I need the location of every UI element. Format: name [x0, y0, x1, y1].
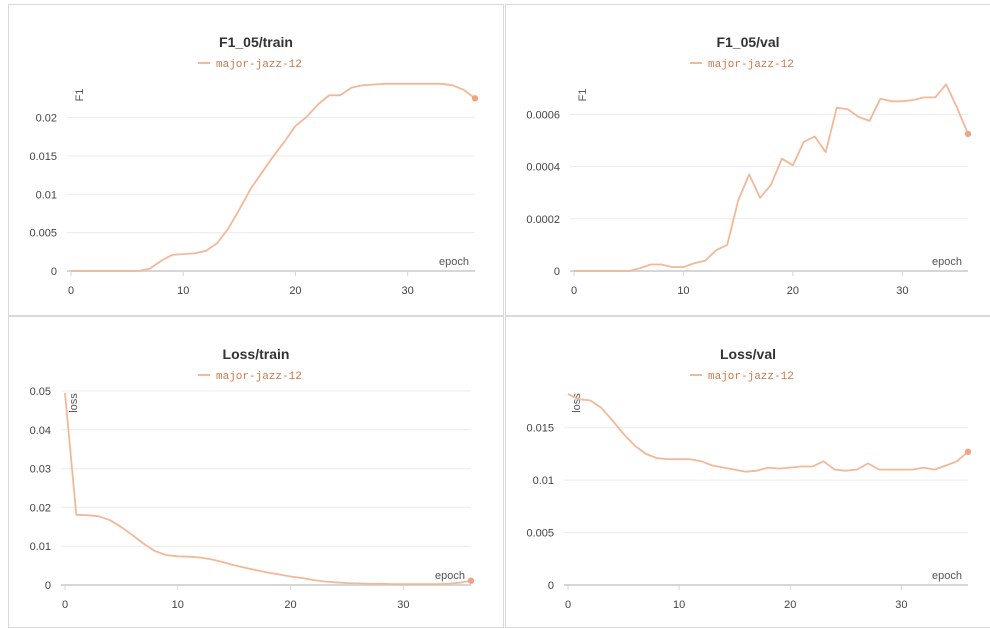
- y-tick-label: 0: [51, 266, 57, 278]
- x-tick-label: 30: [895, 599, 907, 611]
- x-tick-label: 20: [284, 599, 296, 611]
- chart-panel-loss-train: Loss/train major-jazz-12 0 0.01 0.02 0.03 0.04…: [8, 316, 504, 628]
- series-endpoint-marker: [467, 577, 475, 584]
- y-tick-label: 0.015: [29, 151, 57, 163]
- x-tick-label: 0: [571, 285, 577, 297]
- chart-svg: F1_05/train major-jazz-12 0 0.005 0.01 0.015 0…: [29, 34, 479, 297]
- y-tick-label: 0: [554, 266, 560, 278]
- x-tick-label: 20: [787, 285, 799, 297]
- series-line-major-jazz-12: [567, 393, 969, 473]
- y-tick-label: 0: [548, 580, 554, 592]
- chart-title: Loss/val: [720, 346, 776, 362]
- y-tick-label: 0.0002: [526, 214, 560, 226]
- y-tick-label: 0.03: [30, 464, 51, 476]
- y-tick-label: 0.04: [30, 425, 51, 437]
- y-axis-label: loss: [68, 393, 80, 413]
- series-line-major-jazz-12: [64, 392, 472, 586]
- y-tick-label: 0.01: [30, 541, 51, 553]
- x-tick-label: 30: [896, 285, 908, 297]
- y-tick-label: 0.0004: [526, 162, 560, 174]
- y-axis-label: F1: [577, 89, 589, 102]
- x-tick-label: 10: [172, 599, 184, 611]
- x-tick-label: 0: [68, 285, 74, 297]
- y-tick-label: 0: [45, 580, 51, 592]
- x-axis-label: epoch: [932, 256, 962, 268]
- chart-panel-f1-train: F1_05/train major-jazz-12 0 0.005 0.01 0.015 0…: [8, 4, 504, 316]
- y-tick-label: 0.005: [526, 528, 554, 540]
- y-tick-label: 0.01: [533, 475, 554, 487]
- series-endpoint-marker: [964, 130, 972, 138]
- y-tick-label: 0.02: [30, 502, 51, 514]
- x-tick-label: 30: [402, 285, 414, 297]
- x-axis-label: epoch: [435, 570, 465, 582]
- chart-panel-loss-val: Loss/val major-jazz-12 0 0.005 0.01 0.015 0 10 2…: [505, 316, 990, 628]
- legend-label: major-jazz-12: [708, 371, 794, 383]
- series-line-major-jazz-12: [574, 83, 969, 272]
- series-line-major-jazz-12: [71, 82, 476, 272]
- x-axis-label: epoch: [932, 570, 962, 582]
- x-tick-label: 10: [673, 599, 685, 611]
- x-tick-label: 0: [565, 599, 571, 611]
- x-tick-label: 20: [289, 285, 301, 297]
- y-tick-label: 0.015: [526, 423, 554, 435]
- x-tick-label: 0: [62, 599, 68, 611]
- series-endpoint-marker: [964, 448, 972, 456]
- x-tick-label: 10: [677, 285, 689, 297]
- y-tick-label: 0.02: [36, 113, 57, 125]
- legend-label: major-jazz-12: [216, 59, 302, 71]
- y-tick-label: 0.0006: [526, 109, 560, 121]
- y-tick-label: 0.01: [36, 189, 57, 201]
- y-tick-label: 0.05: [30, 386, 51, 398]
- series-endpoint-marker: [471, 95, 479, 102]
- chart-svg: Loss/train major-jazz-12 0 0.01 0.02 0.03 0.04…: [30, 346, 475, 611]
- legend-label: major-jazz-12: [216, 371, 302, 383]
- chart-title: Loss/train: [223, 346, 290, 362]
- x-tick-label: 30: [397, 599, 409, 611]
- chart-panel-f1-val: F1_05/val major-jazz-12 0 0.0002 0.0004 0.000…: [505, 4, 990, 316]
- x-axis-label: epoch: [439, 256, 469, 268]
- chart-svg: Loss/val major-jazz-12 0 0.005 0.01 0.015 0 10 2…: [526, 346, 972, 611]
- y-tick-label: 0.005: [29, 228, 57, 240]
- chart-title: F1_05/train: [219, 34, 293, 50]
- x-tick-label: 20: [784, 599, 796, 611]
- legend-label: major-jazz-12: [708, 59, 794, 71]
- y-axis-label: F1: [74, 89, 86, 102]
- chart-title: F1_05/val: [716, 34, 779, 50]
- x-tick-label: 10: [177, 285, 189, 297]
- chart-svg: F1_05/val major-jazz-12 0 0.0002 0.0004 0.000…: [526, 34, 972, 297]
